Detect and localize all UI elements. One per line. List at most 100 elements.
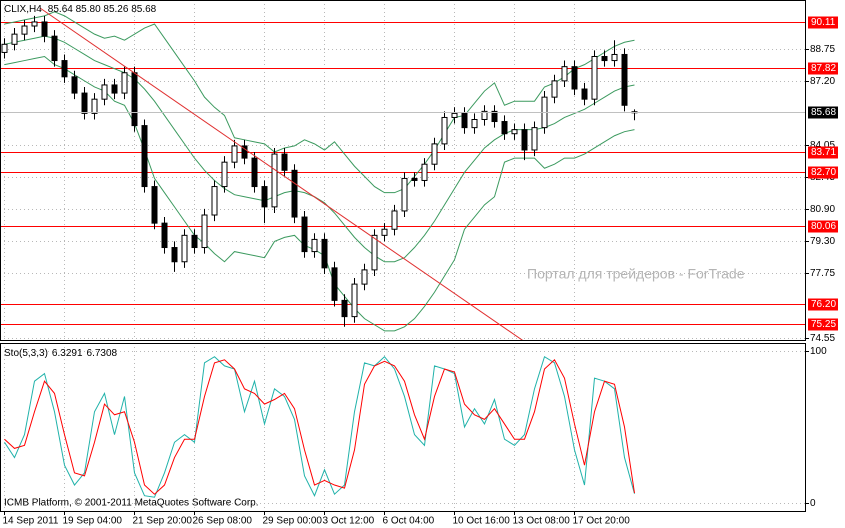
- stochastic-line: [4, 358, 635, 495]
- candle-body: [171, 247, 178, 263]
- candle-body: [361, 269, 368, 285]
- candle-body: [141, 125, 148, 188]
- y-tick-label: 88.75: [810, 44, 835, 55]
- main-panel: Портал для трейдеров - ForTrade: [0, 0, 805, 340]
- candle-body: [471, 118, 478, 129]
- candle-body: [621, 53, 628, 106]
- main-frame: [0, 0, 806, 341]
- level-label-box: [808, 220, 838, 233]
- candle-body: [411, 177, 418, 181]
- level-label-box: [808, 146, 838, 159]
- candle-body: [441, 116, 448, 145]
- candle-body: [161, 222, 168, 249]
- y-tick-label: 80.90: [810, 204, 835, 215]
- level-label: 90.11: [811, 17, 836, 28]
- level-label: 75.25: [811, 319, 836, 330]
- candle-body: [101, 84, 108, 100]
- candle-body: [401, 177, 408, 212]
- y-tick-label: 87.20: [810, 76, 835, 87]
- candle-body: [481, 110, 488, 120]
- candle-body: [11, 33, 18, 45]
- band-line: [4, 35, 635, 263]
- y-tick-label: 100: [810, 346, 827, 357]
- candle-body: [191, 234, 198, 249]
- candle-body: [111, 84, 118, 94]
- candle-body: [351, 283, 358, 318]
- level-label-box: [808, 16, 838, 29]
- chart-header: CLIX,H4 85.64 85.80 85.26 85.68: [4, 4, 157, 15]
- candle-body: [341, 299, 348, 318]
- candle-body: [461, 112, 468, 129]
- candle-body: [611, 53, 618, 62]
- stochastic-panel: [0, 343, 805, 511]
- candle-body: [311, 238, 318, 253]
- y-tick-label: 77.75: [810, 268, 835, 279]
- candle-body: [291, 169, 298, 218]
- candle-body: [421, 163, 428, 181]
- level-label-box: [808, 166, 838, 179]
- indicator-header: Sto(5,3,3) 6.3291 6.7308: [4, 348, 118, 359]
- x-tick-label: 14 Sep 2011: [3, 516, 59, 527]
- x-tick-label: 13 Oct 08:00: [513, 516, 571, 527]
- candle-body: [511, 129, 518, 135]
- candle-body: [581, 88, 588, 100]
- candle-body: [91, 98, 98, 114]
- candle-body: [301, 216, 308, 253]
- last-bar-values: 85.64 85.80 85.26 85.68: [48, 4, 157, 15]
- candle-body: [561, 66, 568, 82]
- candle-body: [241, 145, 248, 159]
- y-tick-label: 79.30: [810, 236, 835, 247]
- x-tick-label: 6 Oct 04:00: [383, 516, 435, 527]
- candle-body: [431, 143, 438, 165]
- candle-body: [501, 121, 508, 135]
- band-line: [4, 11, 635, 194]
- candle-body: [221, 161, 228, 188]
- x-tick-label: 10 Oct 16:00: [453, 516, 511, 527]
- candle-body: [41, 21, 48, 37]
- candle-body: [121, 72, 128, 94]
- candle-body: [71, 76, 78, 94]
- candle-body: [181, 234, 188, 263]
- candle-body: [81, 92, 88, 114]
- x-tick-label: 26 Sep 08:00: [193, 516, 253, 527]
- level-label: 87.82: [811, 63, 836, 74]
- candle-body: [551, 80, 558, 98]
- candle-body: [131, 72, 138, 127]
- level-label-box: [808, 62, 838, 75]
- x-tick-label: 21 Sep 20:00: [133, 516, 193, 527]
- candle-body: [201, 214, 208, 249]
- price-label-box: [808, 106, 838, 119]
- candle-body: [281, 153, 288, 171]
- candle-body: [151, 186, 158, 224]
- footer: ICMB Platform, © 2001-2011 MetaQuotes So…: [4, 498, 259, 509]
- stochastic-frame: [0, 343, 806, 512]
- indicator-value: 6.7308: [87, 348, 118, 359]
- candle-body: [381, 228, 388, 236]
- candle-body: [231, 145, 238, 163]
- x-tick-label: 3 Oct 12:00: [323, 516, 375, 527]
- candle-body: [451, 112, 458, 118]
- candle-body: [61, 60, 68, 78]
- candle-body: [591, 55, 598, 100]
- y-tick-label: 0: [810, 498, 816, 509]
- price-label: 85.68: [811, 107, 836, 118]
- level-label: 76.20: [811, 299, 836, 310]
- candle-body: [571, 66, 578, 90]
- band-line: [4, 55, 635, 332]
- candle-body: [331, 267, 338, 301]
- candle-body: [211, 186, 218, 216]
- y-tick-label: 74.55: [810, 333, 835, 344]
- candle-body: [531, 127, 538, 151]
- candle-body: [491, 110, 498, 123]
- candle-body: [261, 186, 268, 208]
- level-label-box: [808, 318, 838, 331]
- candle-body: [271, 153, 278, 208]
- watermark: Портал для трейдеров - ForTrade: [527, 266, 745, 282]
- level-label-box: [808, 298, 838, 311]
- level-label: 80.06: [811, 221, 836, 232]
- candle-body: [51, 35, 58, 62]
- candle-body: [251, 157, 258, 188]
- candle-body: [391, 210, 398, 230]
